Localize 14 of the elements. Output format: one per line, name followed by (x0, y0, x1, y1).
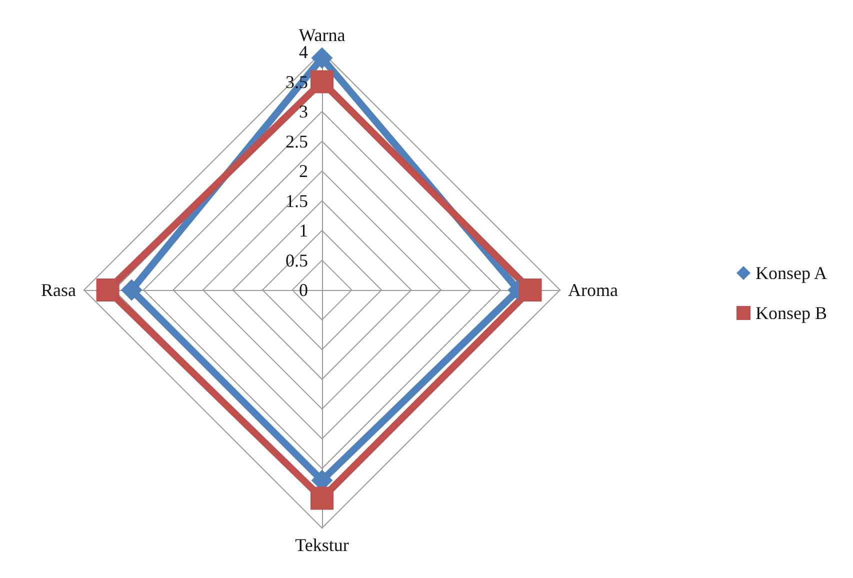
y-tick-label: 0 (299, 280, 308, 300)
y-tick-label: 2 (299, 161, 308, 181)
legend-label: Konsep B (756, 303, 828, 323)
y-tick-label: 3 (299, 102, 308, 122)
y-tick-label: 1 (299, 220, 308, 240)
legend-label: Konsep A (756, 263, 828, 283)
spoke-label: Tekstur (295, 535, 349, 555)
spoke-label: Rasa (41, 280, 76, 300)
spoke-label: Aroma (568, 280, 618, 300)
spoke-label: Warna (298, 25, 346, 45)
y-tick-label: 1.5 (286, 190, 308, 211)
y-tick-label: 2.5 (286, 131, 308, 152)
y-tick-label: 4 (299, 42, 308, 62)
y-tick-label: 0.5 (286, 250, 308, 270)
